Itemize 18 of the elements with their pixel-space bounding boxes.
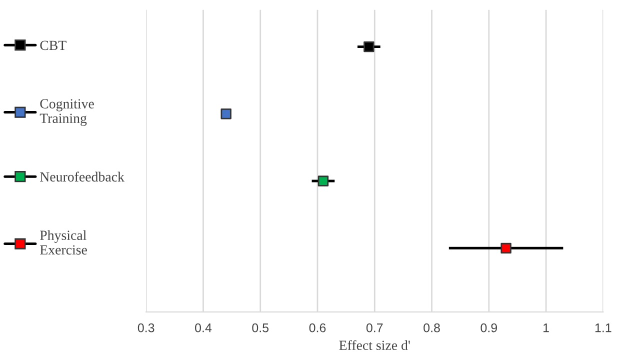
legend-label: Cognitive Training <box>40 99 94 126</box>
point <box>500 242 512 254</box>
x-tick-label: 0.7 <box>366 323 383 332</box>
legend-label: Physical Exercise <box>40 230 87 255</box>
legend-label: Neurofeedback <box>40 172 124 182</box>
legend-label: CBT <box>40 40 66 50</box>
x-tick-label: 0.5 <box>252 323 269 332</box>
point <box>364 41 374 52</box>
x-tick-label: 0.6 <box>309 323 326 332</box>
x-tick-label: 0.9 <box>480 323 497 332</box>
x-tick-label: 1.1 <box>595 324 612 332</box>
point <box>220 108 232 120</box>
x-tick-label: 0.4 <box>195 323 212 332</box>
point <box>318 176 329 186</box>
x-tick-label: 0.8 <box>424 323 440 332</box>
x-tick-label: 0.3 <box>138 323 154 332</box>
x-axis-title: Effect size d' <box>339 340 410 350</box>
x-tick-label: 1 <box>544 324 549 332</box>
